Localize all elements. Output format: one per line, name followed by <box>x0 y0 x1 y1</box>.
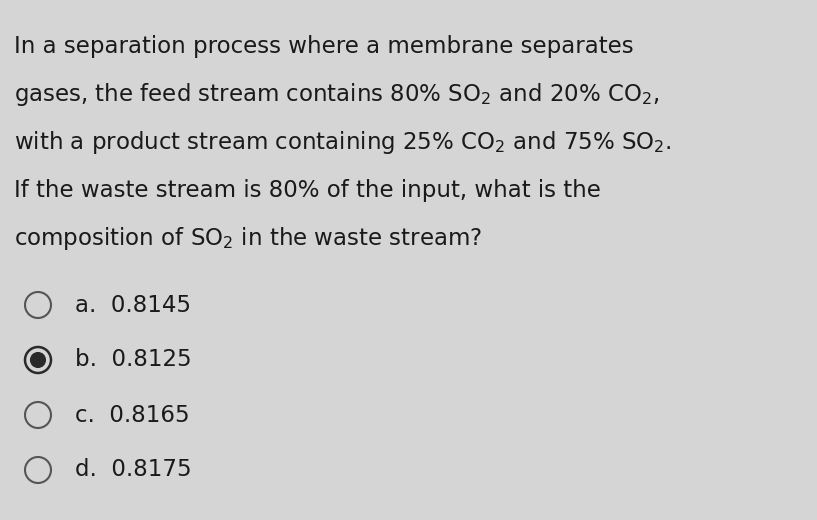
Text: a.  0.8145: a. 0.8145 <box>75 293 191 317</box>
Text: gases, the feed stream contains 80% SO$_2$ and 20% CO$_2$,: gases, the feed stream contains 80% SO$_… <box>14 81 659 108</box>
Text: c.  0.8165: c. 0.8165 <box>75 404 190 426</box>
Text: composition of SO$_2$ in the waste stream?: composition of SO$_2$ in the waste strea… <box>14 225 482 252</box>
Text: with a product stream containing 25% CO$_2$ and 75% SO$_2$.: with a product stream containing 25% CO$… <box>14 128 672 155</box>
Text: b.  0.8125: b. 0.8125 <box>75 348 192 371</box>
Text: In a separation process where a membrane separates: In a separation process where a membrane… <box>14 34 634 58</box>
Text: If the waste stream is 80% of the input, what is the: If the waste stream is 80% of the input,… <box>14 178 600 201</box>
Circle shape <box>30 352 46 368</box>
Text: d.  0.8175: d. 0.8175 <box>75 459 192 482</box>
